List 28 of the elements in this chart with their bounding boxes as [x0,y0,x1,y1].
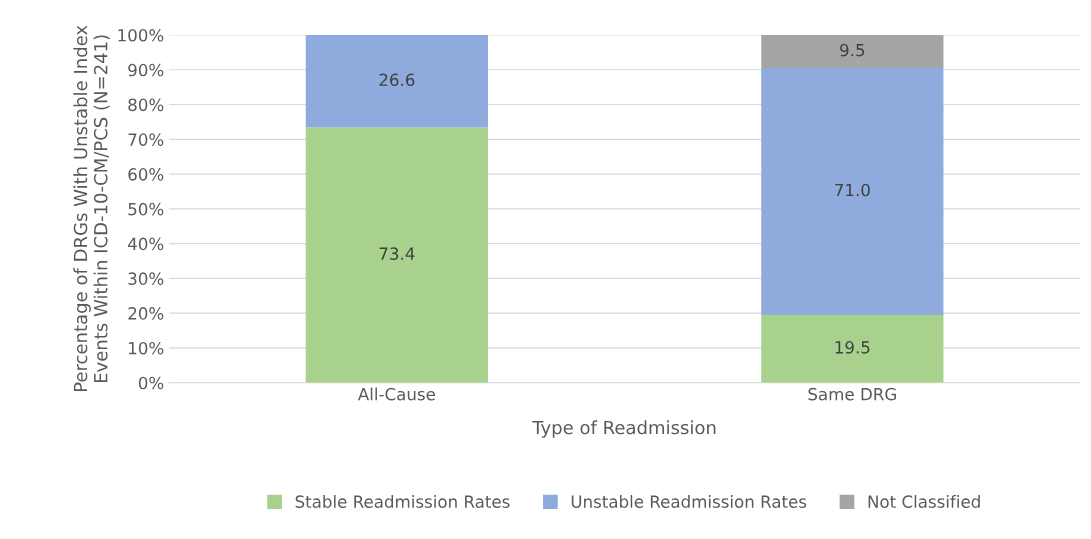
y-tick-label: 40% [128,237,164,251]
y-tick-label: 50% [128,202,164,216]
data-label: 19.5 [835,341,870,354]
y-tick-label: 80% [128,98,164,112]
x-tick-label: Same DRG [808,387,896,401]
y-tick-label: 0% [138,376,164,390]
data-label: 71.0 [835,183,870,197]
y-tick-label: 20% [128,307,164,320]
data-label: 26.6 [379,73,415,87]
bar [761,35,944,69]
bar [761,314,944,383]
bar [305,127,488,383]
data-label: 9.5 [840,43,865,57]
bar [305,35,488,128]
legend-label: Stable Readmission Rates [295,495,510,508]
y-axis-title: Percentage of DRGs With Unstable Index Events Within ICD-10-CM/PCS (N=241) [73,25,110,392]
y-tick-label: 90% [128,63,164,77]
legend-label: Unstable Readmission Rates [571,495,807,508]
y-tick-label: 70% [128,133,164,146]
y-tick-label: 10% [129,341,164,355]
data-label: 73.4 [379,247,415,260]
x-tick-label: All-Cause [357,387,435,401]
bar [761,68,944,315]
y-tick-label: 30% [128,272,164,285]
x-axis-title: Type of Readmission [532,420,716,438]
y-tick-label: 60% [128,168,164,181]
legend-label: Not Classified [868,495,980,508]
y-tick-label: 100% [118,29,164,42]
